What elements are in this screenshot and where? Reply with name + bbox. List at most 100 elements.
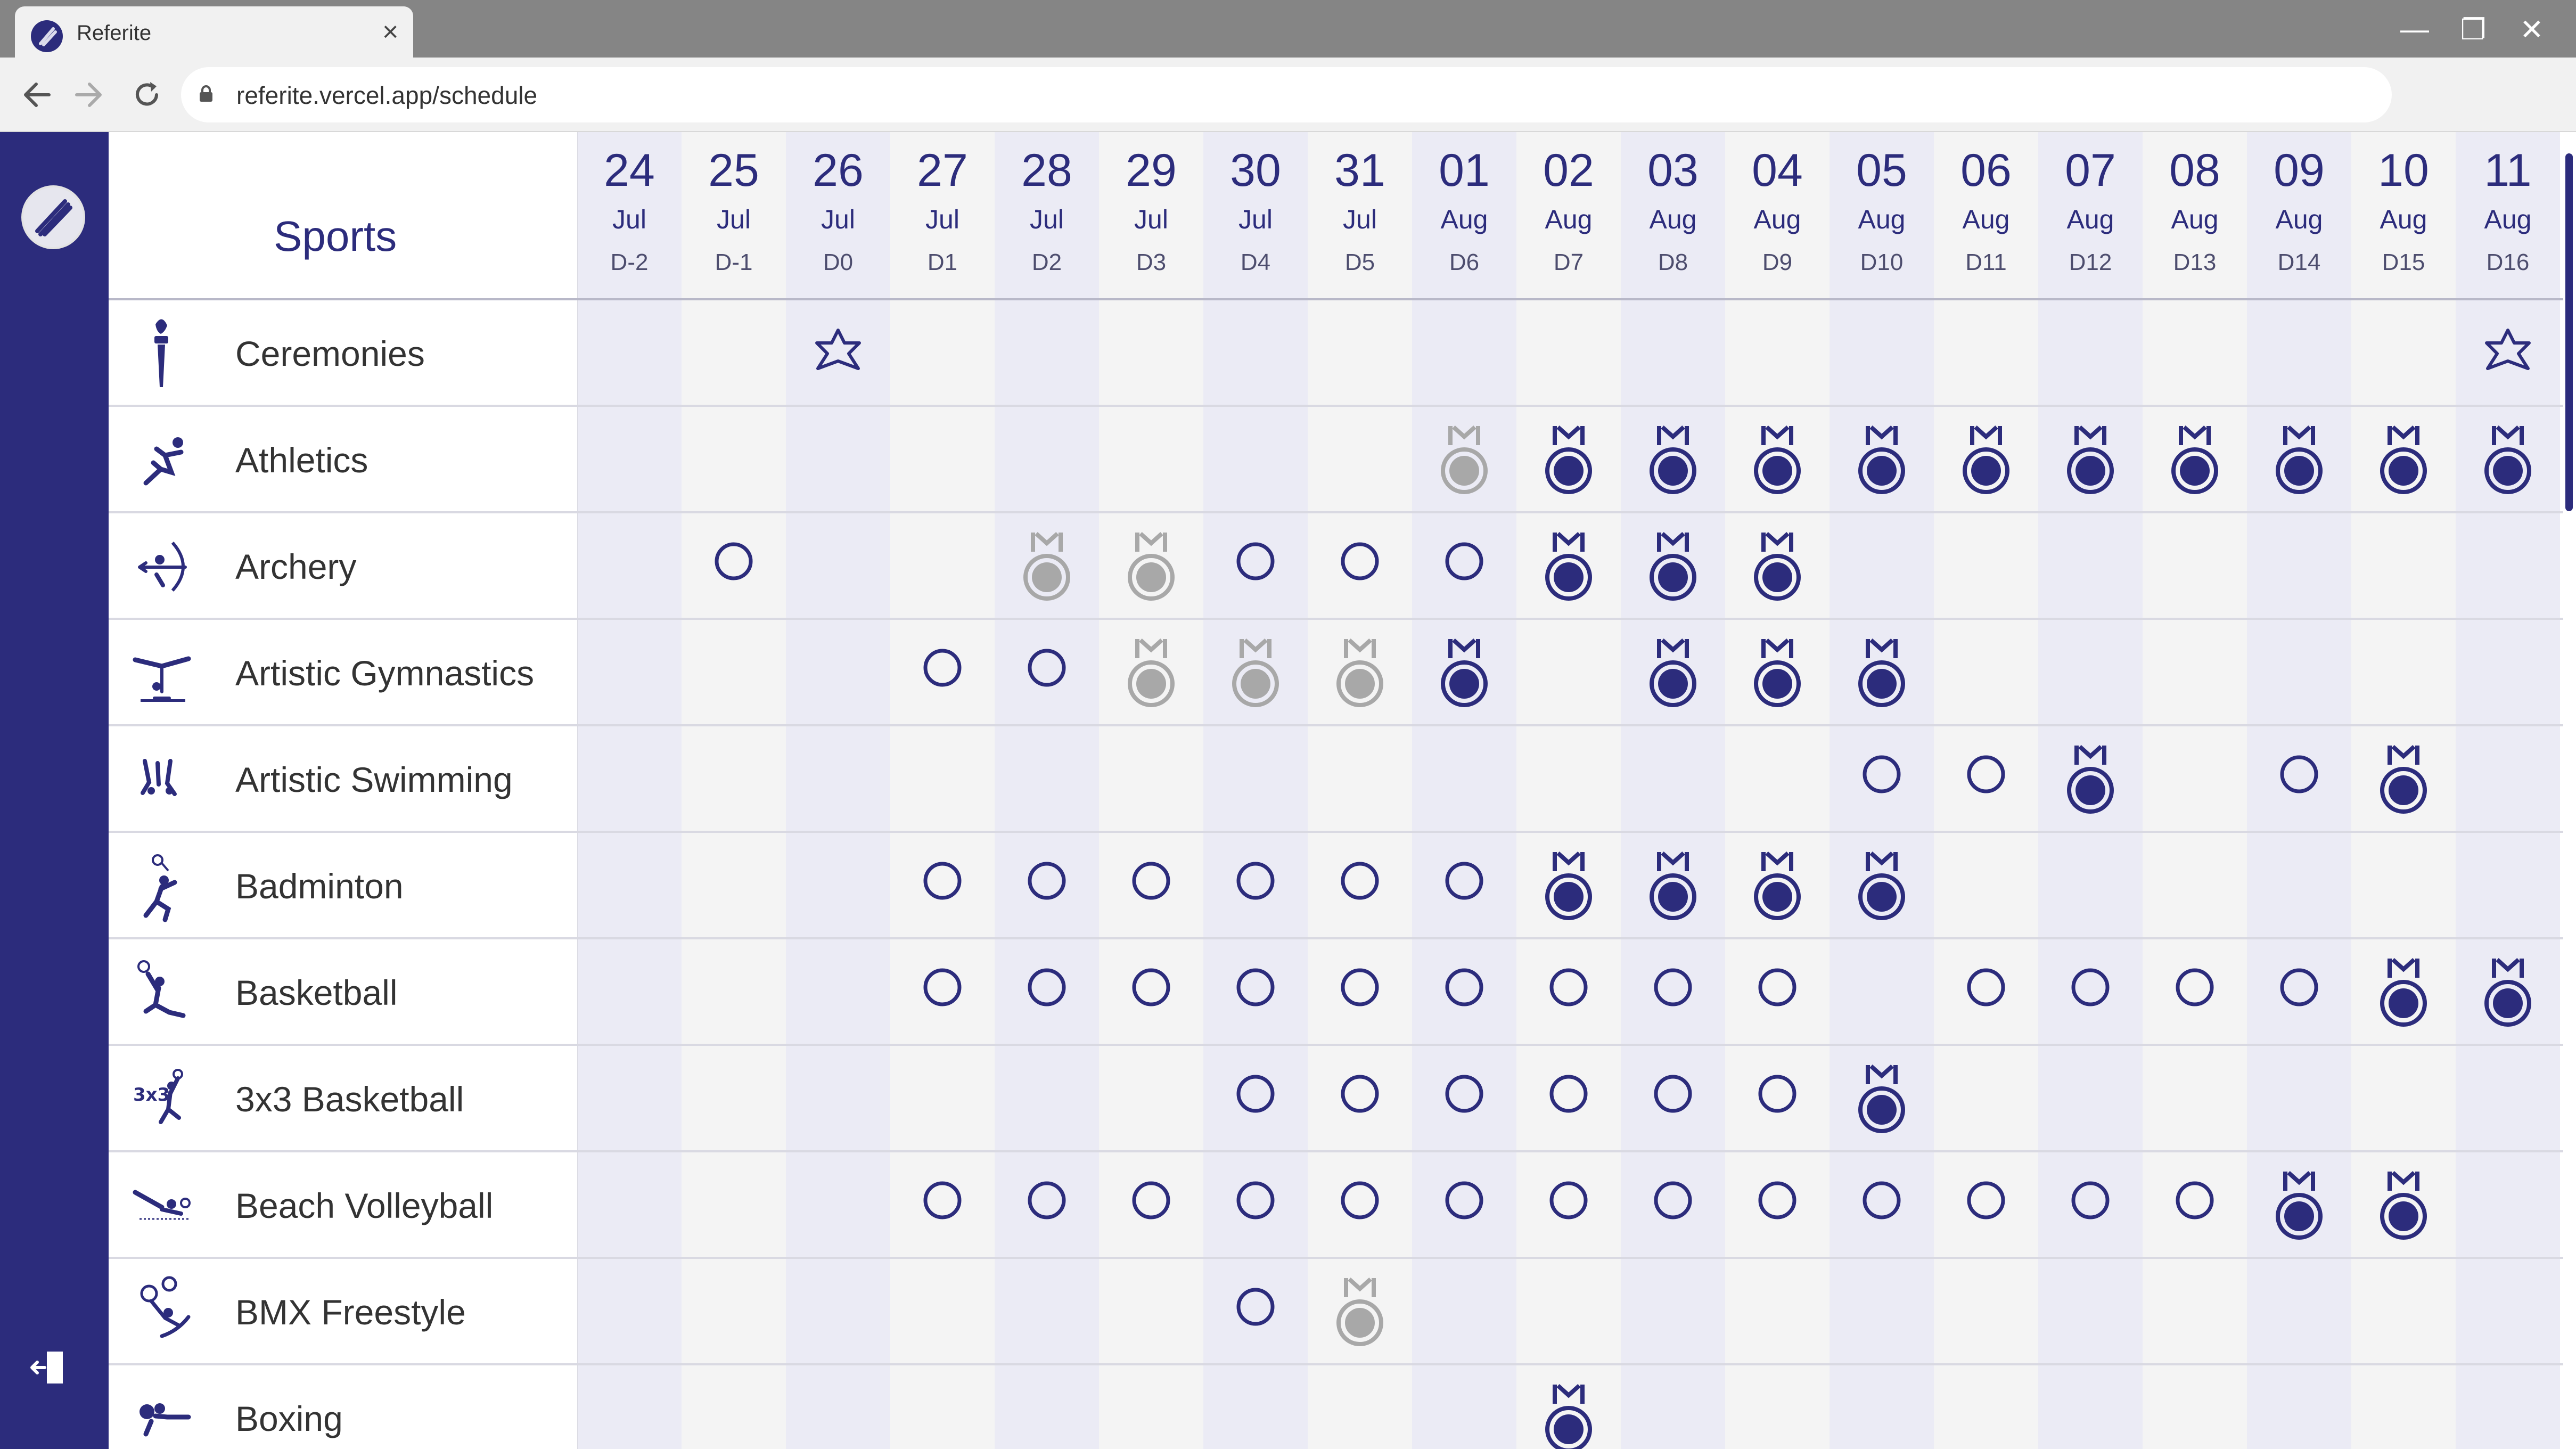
sport-row[interactable]: Badminton	[109, 833, 2563, 939]
competition-event-icon[interactable]	[1756, 1073, 1799, 1118]
medal-event-icon[interactable]	[1751, 850, 1804, 925]
medal-event-icon[interactable]	[1855, 424, 1908, 499]
competition-event-icon[interactable]	[1234, 966, 1277, 1011]
competition-event-icon[interactable]	[1756, 1179, 1799, 1224]
competition-event-icon[interactable]	[1443, 859, 1486, 905]
medal-event-icon[interactable]	[1542, 850, 1595, 925]
medal-event-icon[interactable]	[2481, 956, 2534, 1032]
medal-event-icon[interactable]	[1959, 424, 2013, 499]
medal-event-icon[interactable]	[1542, 1382, 1595, 1449]
medal-event-icon[interactable]	[2064, 424, 2117, 499]
competition-event-icon[interactable]	[2278, 753, 2320, 798]
competition-event-icon[interactable]	[1026, 646, 1068, 692]
competition-event-icon[interactable]	[2069, 966, 2112, 1011]
medal-event-past-icon[interactable]	[1125, 530, 1178, 605]
competition-event-icon[interactable]	[1026, 966, 1068, 1011]
medal-event-past-icon[interactable]	[1229, 637, 1282, 712]
competition-event-icon[interactable]	[1130, 859, 1172, 905]
medal-event-icon[interactable]	[2273, 424, 2326, 499]
back-button[interactable]	[16, 73, 59, 116]
competition-event-icon[interactable]	[1339, 859, 1381, 905]
competition-event-icon[interactable]	[1860, 753, 1903, 798]
competition-event-icon[interactable]	[1443, 1073, 1486, 1118]
competition-event-icon[interactable]	[1234, 1179, 1277, 1224]
competition-event-icon[interactable]	[1965, 1179, 2007, 1224]
competition-event-icon[interactable]	[1234, 859, 1277, 905]
medal-event-icon[interactable]	[1646, 530, 1700, 605]
reload-button[interactable]	[126, 73, 168, 116]
close-window-button[interactable]: ✕	[2520, 13, 2544, 46]
competition-event-icon[interactable]	[1443, 540, 1486, 585]
sport-row[interactable]: Beach Volleyball	[109, 1152, 2563, 1259]
competition-event-icon[interactable]	[921, 859, 964, 905]
competition-event-icon[interactable]	[1234, 1073, 1277, 1118]
restore-button[interactable]: ❐	[2460, 13, 2487, 46]
logout-button[interactable]	[29, 1346, 71, 1389]
tab-close-icon[interactable]: ×	[382, 17, 399, 47]
medal-event-icon[interactable]	[2377, 743, 2430, 818]
medal-event-icon[interactable]	[2377, 424, 2430, 499]
medal-event-icon[interactable]	[2377, 1169, 2430, 1245]
competition-event-icon[interactable]	[1547, 1179, 1590, 1224]
medal-event-icon[interactable]	[1646, 850, 1700, 925]
sport-row[interactable]: Artistic Swimming	[109, 726, 2563, 833]
competition-event-icon[interactable]	[2278, 966, 2320, 1011]
sport-row[interactable]: BMX Freestyle	[109, 1259, 2563, 1365]
competition-event-icon[interactable]	[1339, 1179, 1381, 1224]
medal-event-icon[interactable]	[1646, 424, 1700, 499]
competition-event-icon[interactable]	[1860, 1179, 1903, 1224]
competition-event-icon[interactable]	[921, 646, 964, 692]
competition-event-icon[interactable]	[1965, 966, 2007, 1011]
sport-row[interactable]: Basketball	[109, 939, 2563, 1046]
vertical-scrollbar[interactable]	[2563, 132, 2576, 1449]
referite-logo-icon[interactable]	[21, 185, 85, 249]
medal-event-icon[interactable]	[1855, 637, 1908, 712]
competition-event-icon[interactable]	[2173, 1179, 2216, 1224]
competition-event-icon[interactable]	[1026, 1179, 1068, 1224]
sport-row[interactable]: Athletics	[109, 407, 2563, 513]
competition-event-icon[interactable]	[1652, 1073, 1694, 1118]
competition-event-icon[interactable]	[1339, 966, 1381, 1011]
medal-event-past-icon[interactable]	[1333, 637, 1387, 712]
medal-event-past-icon[interactable]	[1438, 424, 1491, 499]
sport-row[interactable]: Archery	[109, 513, 2563, 620]
competition-event-icon[interactable]	[1234, 1286, 1277, 1331]
minimize-button[interactable]: —	[2400, 13, 2429, 45]
competition-event-icon[interactable]	[2069, 1179, 2112, 1224]
competition-event-icon[interactable]	[1547, 1073, 1590, 1118]
competition-event-icon[interactable]	[1965, 753, 2007, 798]
address-bar[interactable]: referite.vercel.app/schedule	[181, 67, 2392, 122]
browser-tab[interactable]: Referite ×	[15, 6, 413, 59]
medal-event-icon[interactable]	[2273, 1169, 2326, 1245]
sport-row[interactable]: Ceremonies	[109, 300, 2563, 407]
ceremony-star-icon[interactable]	[2481, 327, 2534, 383]
scrollbar-thumb[interactable]	[2565, 153, 2573, 511]
competition-event-icon[interactable]	[1443, 966, 1486, 1011]
medal-event-icon[interactable]	[1438, 637, 1491, 712]
competition-event-icon[interactable]	[1443, 1179, 1486, 1224]
competition-event-icon[interactable]	[1026, 859, 1068, 905]
forward-button[interactable]	[67, 73, 110, 116]
competition-event-icon[interactable]	[1339, 1073, 1381, 1118]
medal-event-icon[interactable]	[1855, 1063, 1908, 1138]
competition-event-icon[interactable]	[2173, 966, 2216, 1011]
sport-row[interactable]: Boxing	[109, 1365, 2563, 1449]
medal-event-icon[interactable]	[2481, 424, 2534, 499]
medal-event-icon[interactable]	[2064, 743, 2117, 818]
medal-event-past-icon[interactable]	[1125, 637, 1178, 712]
medal-event-icon[interactable]	[1751, 637, 1804, 712]
sport-row[interactable]: Artistic Gymnastics	[109, 620, 2563, 726]
competition-event-icon[interactable]	[1652, 966, 1694, 1011]
sport-row[interactable]: 3x3 3x3 Basketball	[109, 1046, 2563, 1152]
ceremony-star-icon[interactable]	[811, 327, 865, 383]
medal-event-past-icon[interactable]	[1020, 530, 1073, 605]
competition-event-icon[interactable]	[1339, 540, 1381, 585]
medal-event-icon[interactable]	[1751, 530, 1804, 605]
competition-event-icon[interactable]	[1547, 966, 1590, 1011]
competition-event-icon[interactable]	[1756, 966, 1799, 1011]
medal-event-icon[interactable]	[2168, 424, 2221, 499]
competition-event-icon[interactable]	[921, 966, 964, 1011]
competition-event-icon[interactable]	[712, 540, 755, 585]
competition-event-icon[interactable]	[1130, 966, 1172, 1011]
competition-event-icon[interactable]	[1234, 540, 1277, 585]
